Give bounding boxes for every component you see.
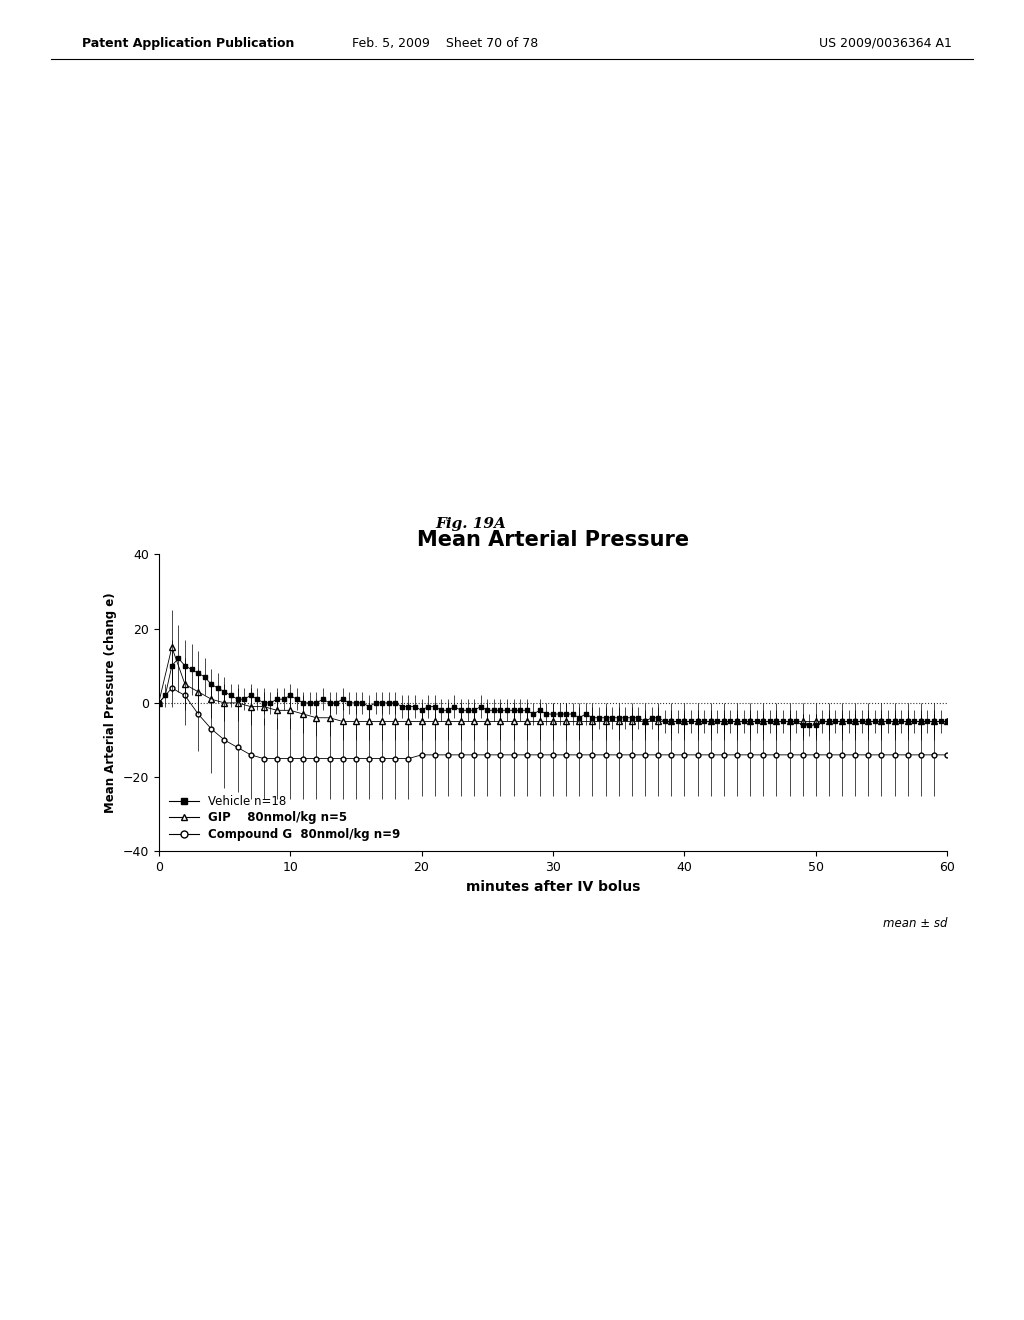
Text: Patent Application Publication: Patent Application Publication [82, 37, 294, 50]
Text: Feb. 5, 2009    Sheet 70 of 78: Feb. 5, 2009 Sheet 70 of 78 [352, 37, 539, 50]
Title: Mean Arterial Pressure: Mean Arterial Pressure [417, 531, 689, 550]
Y-axis label: Mean Arterial Pressure (chang e): Mean Arterial Pressure (chang e) [104, 593, 117, 813]
X-axis label: minutes after IV bolus: minutes after IV bolus [466, 879, 640, 894]
Text: mean ± sd: mean ± sd [883, 916, 947, 929]
Text: Fig. 19A: Fig. 19A [435, 516, 507, 531]
Legend: Vehicle n=18, GIP    80nmol/kg n=5, Compound G  80nmol/kg n=9: Vehicle n=18, GIP 80nmol/kg n=5, Compoun… [165, 789, 406, 846]
Text: US 2009/0036364 A1: US 2009/0036364 A1 [819, 37, 952, 50]
